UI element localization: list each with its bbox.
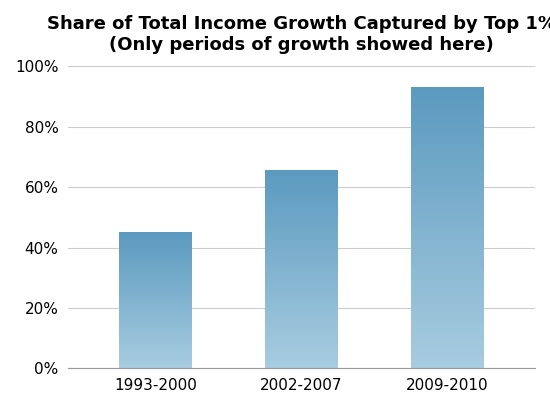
Title: Share of Total Income Growth Captured by Top 1%
(Only periods of growth showed h: Share of Total Income Growth Captured by… [47,15,550,54]
